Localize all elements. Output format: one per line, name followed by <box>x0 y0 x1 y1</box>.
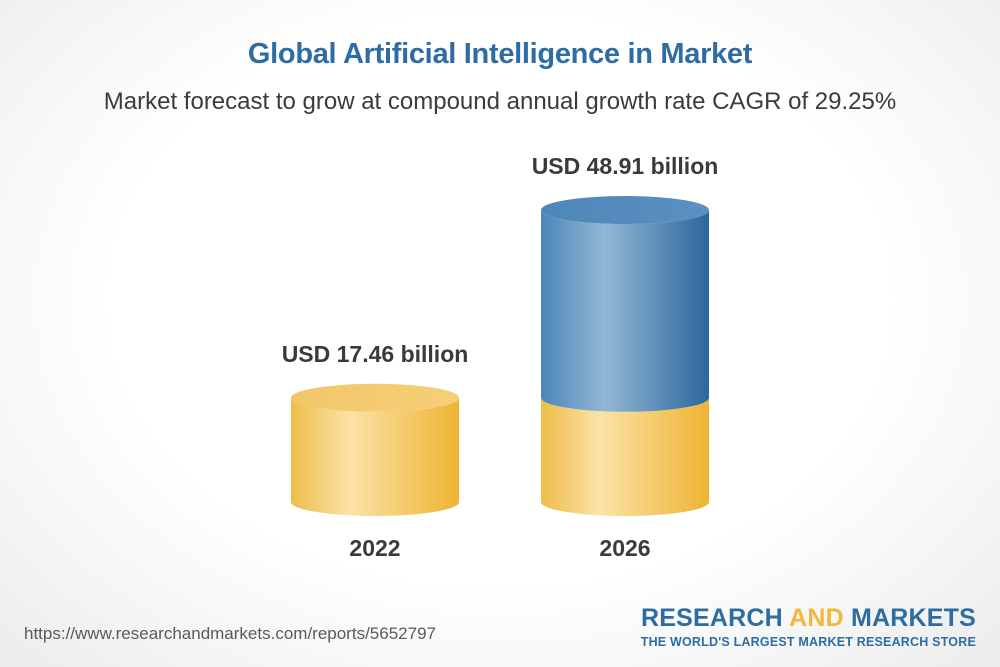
source-url[interactable]: https://www.researchandmarkets.com/repor… <box>24 624 436 643</box>
brand-name-part3: MARKETS <box>843 604 976 632</box>
bar-growth-segment <box>541 210 709 412</box>
data-label: USD 17.46 billion <box>282 341 469 367</box>
chart-title: Global Artificial Intelligence in Market <box>247 38 753 70</box>
cylinder-bar-2022 <box>291 383 459 516</box>
cylinder-bar-2026 <box>541 196 709 516</box>
brand-logo: RESEARCH AND MARKETS THE WORLD'S LARGEST… <box>641 604 976 649</box>
bar-top-cap <box>291 383 459 412</box>
brand-tagline: THE WORLD'S LARGEST MARKET RESEARCH STOR… <box>640 635 976 649</box>
brand-name-accent: AND <box>789 604 844 632</box>
brand-name: RESEARCH AND MARKETS <box>641 604 976 632</box>
bar-base-segment <box>541 397 709 516</box>
bar-top-cap <box>541 196 709 224</box>
data-label: USD 48.91 billion <box>532 153 719 179</box>
brand-name-part1: RESEARCH <box>640 604 790 632</box>
bar-base-segment <box>291 397 459 516</box>
category-label: 2026 <box>599 535 650 561</box>
chart-subtitle: Market forecast to grow at compound annu… <box>103 88 897 115</box>
category-label: 2022 <box>349 535 400 561</box>
